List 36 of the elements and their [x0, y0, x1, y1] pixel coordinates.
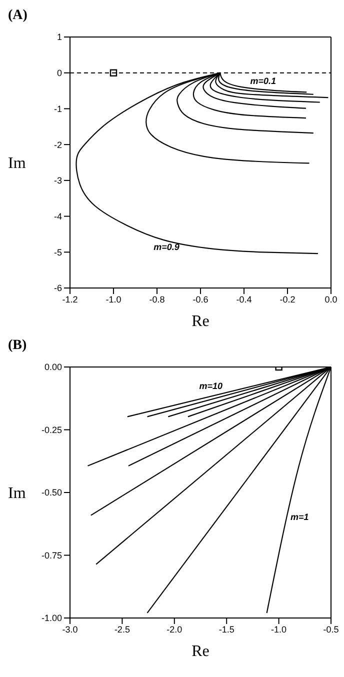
- y-tick-label: -6: [54, 283, 62, 294]
- annotation: m=0.9: [154, 242, 180, 252]
- annotation: m=0.1: [250, 76, 276, 86]
- annotation: m=1: [290, 512, 309, 522]
- x-tick-label: -0.2: [280, 294, 296, 304]
- y-axis-title: Im: [8, 485, 26, 502]
- x-tick-label: -0.6: [192, 294, 208, 304]
- x-axis-title: Re: [192, 643, 210, 660]
- x-tick-label: -0.8: [149, 294, 165, 304]
- x-tick-label: -2.5: [114, 624, 130, 634]
- y-tick-label: -5: [54, 247, 62, 258]
- x-tick-label: -3.0: [62, 624, 78, 634]
- x-tick-label: -1.0: [106, 294, 122, 304]
- annotation: m=10: [199, 381, 223, 392]
- x-tick-label: -1.2: [62, 294, 78, 304]
- y-tick-label: -3: [54, 176, 62, 186]
- y-axis-title: Im: [8, 155, 26, 172]
- y-tick-label: 0.00: [44, 362, 62, 372]
- x-tick-label: -0.5: [323, 624, 339, 634]
- y-tick-label: -4: [54, 211, 62, 222]
- x-tick-label: -1.0: [271, 624, 287, 634]
- y-tick-label: -0.75: [41, 550, 62, 560]
- x-tick-label: -2.0: [166, 624, 182, 634]
- x-tick-label: 0.0: [324, 294, 338, 304]
- y-tick-label: -1.00: [41, 613, 62, 624]
- chart-title: (B): [8, 338, 28, 355]
- y-tick-label: -0.25: [41, 424, 62, 435]
- y-tick-label: -0.50: [41, 488, 62, 498]
- x-axis-title: Re: [192, 313, 210, 330]
- y-tick-label: 0: [56, 68, 62, 78]
- chart-title: (A): [8, 8, 28, 25]
- x-tick-label: -1.5: [218, 624, 234, 634]
- y-tick-label: 1: [56, 32, 62, 42]
- x-tick-label: -0.4: [236, 294, 252, 304]
- y-tick-label: -1: [54, 104, 62, 114]
- y-tick-label: -2: [54, 140, 62, 150]
